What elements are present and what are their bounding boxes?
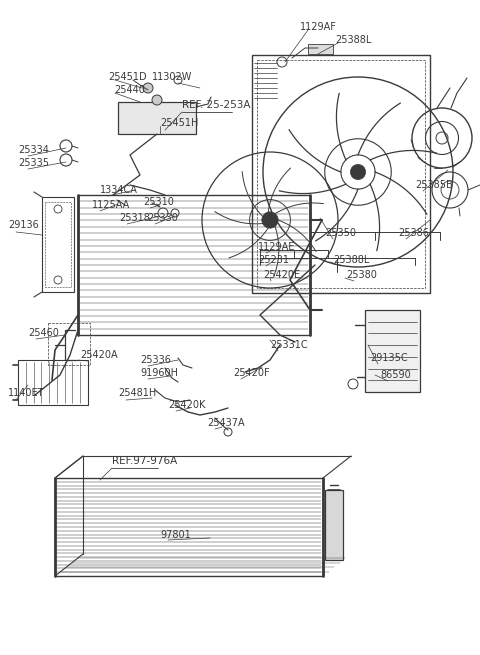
- Text: 25336: 25336: [140, 355, 171, 365]
- Circle shape: [143, 83, 153, 93]
- Text: 25451D: 25451D: [108, 72, 146, 82]
- Text: 25380: 25380: [346, 270, 377, 280]
- Text: 25440: 25440: [114, 85, 145, 95]
- Bar: [325, 490, 343, 560]
- Text: 25331C: 25331C: [270, 340, 308, 350]
- Text: 25310: 25310: [143, 197, 174, 207]
- Text: 25437A: 25437A: [207, 418, 245, 428]
- Bar: [252, 55, 430, 293]
- Text: 1125AA: 1125AA: [92, 200, 130, 210]
- Text: 25335: 25335: [18, 158, 49, 168]
- Text: 25481H: 25481H: [118, 388, 156, 398]
- Bar: [118, 102, 196, 134]
- Text: 97801: 97801: [160, 530, 191, 540]
- Bar: [55, 478, 323, 576]
- Bar: [18, 360, 88, 405]
- Circle shape: [262, 212, 278, 228]
- Text: REF.97-976A: REF.97-976A: [112, 456, 177, 466]
- Text: 25451H: 25451H: [160, 118, 198, 128]
- Text: 25318: 25318: [119, 213, 150, 223]
- Bar: [308, 44, 333, 54]
- Text: 25460: 25460: [28, 328, 59, 338]
- Bar: [365, 310, 420, 392]
- Text: REF. 25-253A: REF. 25-253A: [182, 100, 251, 110]
- Text: 1129AE: 1129AE: [258, 242, 295, 252]
- Text: 11302W: 11302W: [152, 72, 192, 82]
- Text: 25388L: 25388L: [335, 35, 372, 45]
- Text: 29136: 29136: [8, 220, 39, 230]
- Bar: [257, 60, 425, 288]
- Text: 1334CA: 1334CA: [100, 185, 138, 195]
- Text: 25386: 25386: [398, 228, 429, 238]
- Text: 25350: 25350: [325, 228, 356, 238]
- Bar: [78, 195, 310, 335]
- Circle shape: [350, 164, 366, 179]
- Text: 25420E: 25420E: [263, 270, 300, 280]
- Bar: [48, 323, 90, 365]
- Text: 25334: 25334: [18, 145, 49, 155]
- Text: 1140ET: 1140ET: [8, 388, 45, 398]
- Text: 25385B: 25385B: [415, 180, 453, 190]
- Text: 25231: 25231: [258, 255, 289, 265]
- Text: 1129AF: 1129AF: [300, 22, 337, 32]
- Text: 86590: 86590: [380, 370, 411, 380]
- Bar: [42, 197, 74, 292]
- Text: 25388L: 25388L: [333, 255, 370, 265]
- Text: 29135C: 29135C: [370, 353, 408, 363]
- Text: 25420K: 25420K: [168, 400, 205, 410]
- Text: 25420A: 25420A: [80, 350, 118, 360]
- Bar: [45, 202, 71, 287]
- Text: 91960H: 91960H: [140, 368, 178, 378]
- Text: 25420F: 25420F: [233, 368, 270, 378]
- Circle shape: [152, 95, 162, 105]
- Text: 25330: 25330: [147, 213, 178, 223]
